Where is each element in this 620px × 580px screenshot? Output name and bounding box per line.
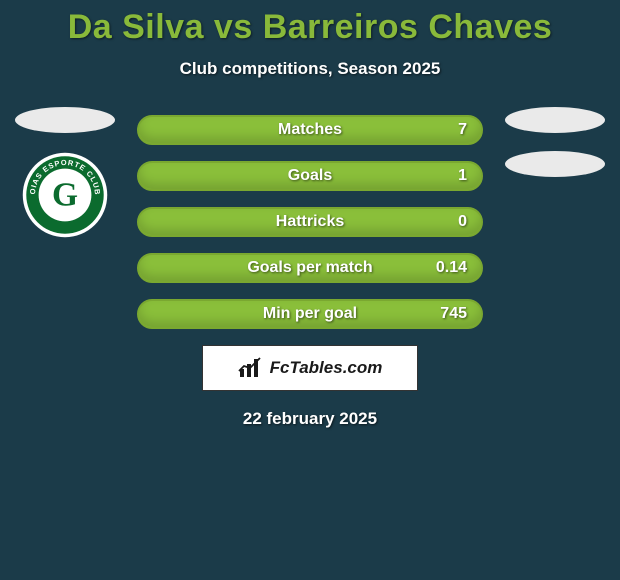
stat-label: Goals per match bbox=[247, 259, 372, 277]
stat-row: Goals per match 0.14 bbox=[137, 253, 483, 283]
brand-badge: FcTables.com bbox=[202, 345, 418, 391]
stat-row: Hattricks 0 bbox=[137, 207, 483, 237]
subtitle: Club competitions, Season 2025 bbox=[0, 59, 620, 79]
stat-label: Matches bbox=[278, 121, 342, 139]
stat-label: Hattricks bbox=[276, 213, 344, 231]
stat-label: Goals bbox=[288, 167, 332, 185]
right-player-column bbox=[500, 107, 610, 195]
chart-icon bbox=[238, 357, 264, 379]
brand-text: FcTables.com bbox=[270, 358, 383, 378]
stat-value: 1 bbox=[458, 167, 467, 185]
club-badge-goias: G GOIAS ESPORTE CLUBE 6-4-1943 bbox=[21, 151, 109, 239]
stat-value: 0 bbox=[458, 213, 467, 231]
page-title: Da Silva vs Barreiros Chaves bbox=[0, 0, 620, 47]
stat-label: Min per goal bbox=[263, 305, 357, 323]
stat-value: 7 bbox=[458, 121, 467, 139]
stat-row: Goals 1 bbox=[137, 161, 483, 191]
stat-value: 745 bbox=[440, 305, 467, 323]
comparison-content: G GOIAS ESPORTE CLUBE 6-4-1943 Matches 7… bbox=[0, 115, 620, 429]
stat-value: 0.14 bbox=[436, 259, 467, 277]
player-photo-placeholder bbox=[505, 107, 605, 133]
date-text: 22 february 2025 bbox=[0, 409, 620, 429]
stat-row: Matches 7 bbox=[137, 115, 483, 145]
club-badge-placeholder bbox=[505, 151, 605, 177]
player-photo-placeholder bbox=[15, 107, 115, 133]
left-player-column: G GOIAS ESPORTE CLUBE 6-4-1943 bbox=[10, 107, 120, 239]
stat-row: Min per goal 745 bbox=[137, 299, 483, 329]
stats-bars: Matches 7 Goals 1 Hattricks 0 Goals per … bbox=[137, 115, 483, 329]
